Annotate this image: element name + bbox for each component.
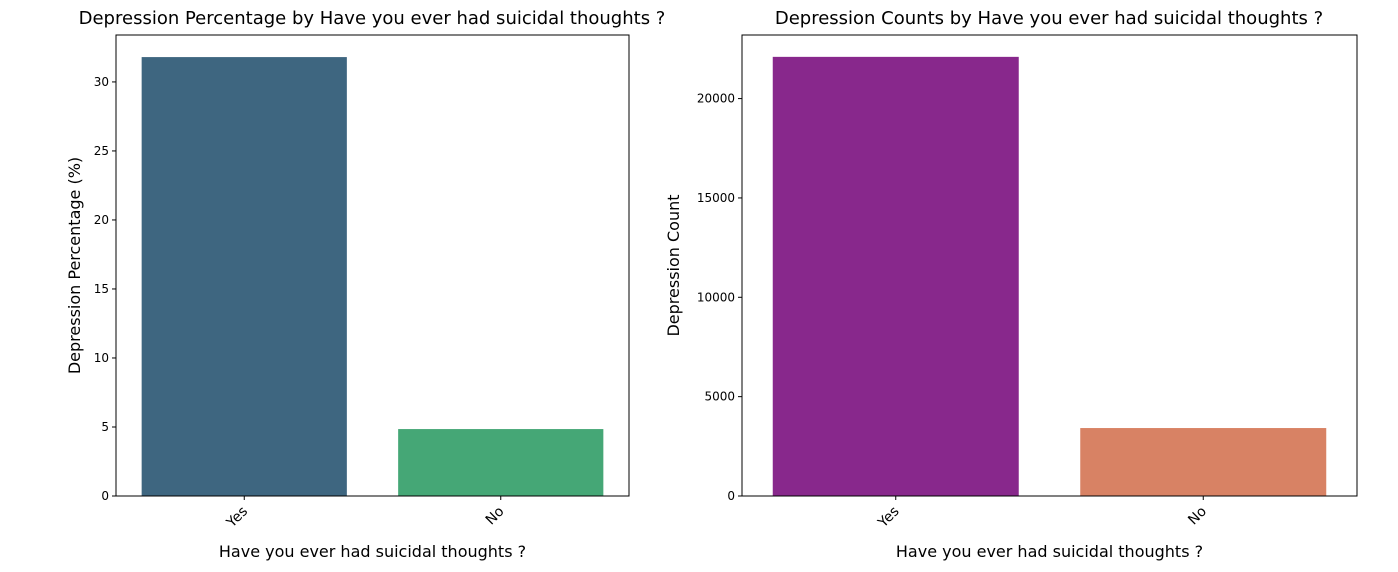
y-tick-label: 0: [727, 489, 735, 503]
x-axis-label: Have you ever had suicidal thoughts ?: [896, 542, 1203, 561]
y-tick-label: 30: [94, 75, 109, 89]
x-tick-label: Yes: [875, 504, 903, 532]
y-tick-label: 5: [101, 420, 109, 434]
x-tick-label: No: [1185, 504, 1210, 529]
y-tick-label: 25: [94, 144, 109, 158]
y-tick-label: 15: [94, 282, 109, 296]
plot-frame: [115, 34, 630, 497]
y-tick-label: 0: [101, 489, 109, 503]
x-tick-label: Yes: [223, 504, 251, 532]
y-tick-label: 20: [94, 213, 109, 227]
y-tick-label: 20000: [697, 92, 735, 106]
plot-frame: [741, 34, 1358, 497]
chart-panel-1: 0 5 10 15 20 25 30 Yes No Depression Percentage b…: [65, 8, 665, 561]
y-tick-label: 15000: [697, 191, 735, 205]
bar-no: [398, 429, 604, 496]
chart-title: Depression Percentage by Have you ever h…: [79, 8, 666, 29]
bar-no: [1080, 428, 1327, 496]
chart-title: Depression Counts by Have you ever had s…: [775, 8, 1323, 29]
y-axis-label: Depression Percentage (%): [65, 157, 84, 374]
y-tick-label: 10000: [697, 290, 735, 304]
y-tick-label: 10: [94, 351, 109, 365]
bar-yes: [772, 56, 1019, 496]
x-tick-label: No: [483, 504, 508, 529]
bar-yes: [141, 57, 347, 496]
x-axis-label: Have you ever had suicidal thoughts ?: [219, 542, 526, 561]
chart-panel-2: 0 5000 10000 15000 20000 Yes No Depression Coun…: [664, 8, 1358, 561]
y-tick-label: 5000: [704, 390, 735, 404]
y-axis-label: Depression Count: [664, 194, 683, 336]
